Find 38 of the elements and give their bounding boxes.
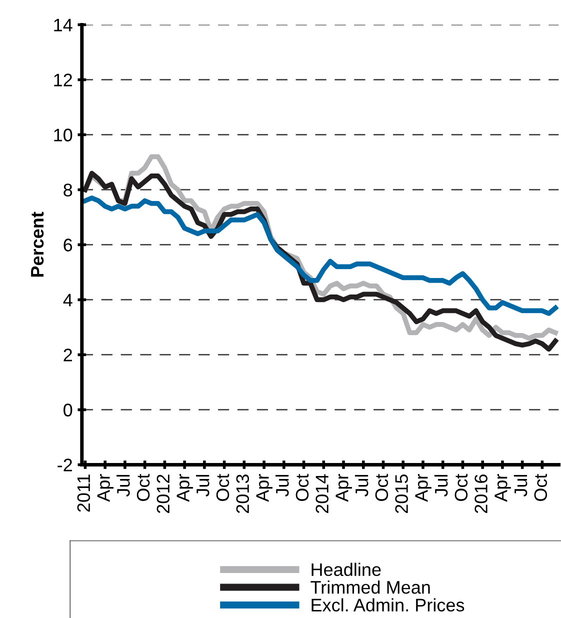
x-tick-label: Jul — [434, 474, 448, 497]
x-tick-label: Apr — [494, 474, 511, 502]
x-tick-label: Oct — [136, 474, 150, 501]
x-tick-label: Oct — [296, 474, 309, 501]
x-tick-label: Jul — [354, 474, 368, 497]
y-tick-label: 12 — [54, 74, 72, 86]
x-tick-label: 2012 — [156, 474, 170, 514]
x-tick-label: 2015 — [395, 474, 408, 514]
x-tick-label: Apr — [176, 474, 193, 502]
y-axis-title: Percent — [31, 212, 44, 277]
legend-label: Trimmed Mean — [310, 580, 430, 594]
x-tick-label: 2013 — [236, 474, 250, 514]
x-tick-label: Apr — [256, 474, 272, 502]
legend-label: Excl. Admin. Prices — [312, 598, 464, 612]
x-tick-label: Jul — [275, 474, 289, 497]
x-tick-label: Oct — [375, 474, 388, 501]
y-tick-label: 0 — [64, 404, 72, 416]
x-tick-label: 2011 — [77, 474, 90, 512]
x-tick-label: Oct — [454, 474, 468, 501]
x-tick-label: Apr — [97, 474, 114, 502]
x-tick-label: Jul — [196, 474, 210, 497]
x-tick-label: Apr — [415, 474, 432, 502]
x-tick-label: Jul — [514, 474, 528, 497]
x-tick-label: Oct — [216, 474, 230, 501]
x-tick-label: Oct — [534, 474, 548, 501]
line-series — [82, 196, 558, 316]
y-tick-label: 6 — [64, 238, 72, 252]
x-tick-label: Jul — [116, 474, 130, 497]
y-tick-label: 4 — [63, 294, 72, 306]
y-tick-label: 14 — [54, 18, 72, 32]
y-tick-label: 2 — [64, 348, 72, 362]
y-tick-label: 10 — [54, 128, 72, 142]
y-tick-label: -2 — [58, 458, 72, 472]
legend-label: Headline — [312, 562, 381, 576]
x-tick-label: 2014 — [316, 474, 328, 514]
x-tick-label: 2016 — [474, 474, 488, 514]
y-tick-label: 8 — [64, 184, 72, 196]
x-tick-label: Apr — [336, 474, 352, 502]
